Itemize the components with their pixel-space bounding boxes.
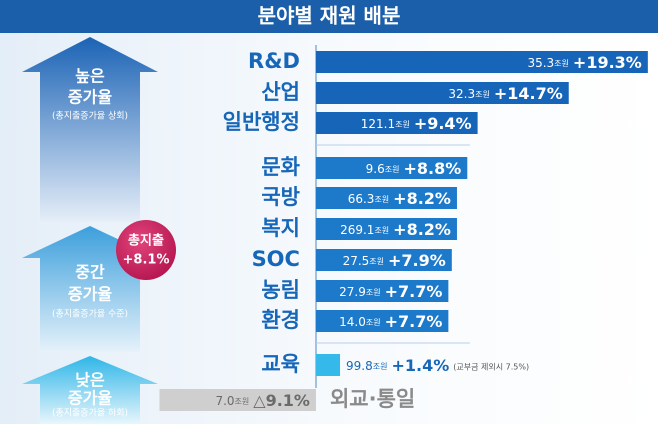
bar: [315, 218, 457, 240]
category-label: SOC: [252, 247, 300, 271]
data-label: 66.3조원 +8.2%: [348, 189, 451, 208]
bar: [315, 112, 478, 134]
amount-label: 99.8: [346, 359, 373, 373]
amount-unit: 조원: [395, 120, 410, 129]
group-label: 중간: [75, 263, 105, 282]
value-label: +19.3%: [573, 53, 642, 72]
bar: [315, 280, 449, 302]
total-circle: [116, 220, 176, 280]
value-label: +9.4%: [414, 114, 472, 133]
value-label: +7.9%: [388, 251, 446, 270]
group-label: 증가율: [68, 389, 112, 408]
category-label: 농림: [261, 278, 300, 302]
group-note: (총지출증가율 하회): [52, 408, 128, 419]
category-label: 문화: [261, 155, 300, 179]
bar: [315, 310, 449, 332]
bar: [159, 389, 316, 411]
category-label: 교육: [261, 352, 300, 376]
value-label: +7.7%: [385, 312, 443, 331]
amount-label: 27.9: [339, 285, 366, 299]
value-label: +14.7%: [494, 84, 563, 103]
data-label: 9.6조원 +8.8%: [366, 159, 462, 178]
value-label: +7.7%: [385, 282, 443, 301]
amount-label: 14.0: [339, 315, 366, 329]
data-label: 269.1조원 +8.2%: [340, 220, 451, 239]
amount-label: 269.1: [340, 223, 374, 237]
bar: [315, 51, 648, 73]
arrow-high: [22, 37, 158, 222]
total-value: +8.1%: [123, 253, 170, 268]
amount-unit: 조원: [374, 226, 389, 235]
category-label: 외교·통일: [330, 387, 415, 411]
value-label: +1.4%: [391, 356, 449, 375]
data-label: 14.0조원 +7.7%: [339, 312, 442, 331]
category-label: R&D: [248, 49, 300, 73]
category-label: 국방: [261, 185, 300, 209]
amount-label: 121.1: [361, 117, 395, 131]
data-label: 99.8조원 +1.4%: [346, 356, 449, 375]
amount-unit: 조원: [475, 90, 490, 99]
group-label: 낮은: [75, 371, 105, 390]
data-label: 7.0조원 △9.1%: [215, 391, 310, 410]
amount-unit: 조원: [366, 318, 381, 327]
amount-unit: 조원: [373, 362, 388, 371]
value-label: +8.2%: [393, 189, 451, 208]
data-label: 27.9조원 +7.7%: [339, 282, 442, 301]
data-label: 32.3조원 +14.7%: [448, 84, 562, 103]
bar: [315, 82, 569, 104]
bar: [315, 354, 341, 376]
amount-unit: 조원: [369, 257, 384, 266]
group-label: 증가율: [68, 285, 112, 304]
amount-label: 9.6: [366, 162, 385, 176]
amount-unit: 조원: [374, 195, 389, 204]
amount-label: 27.5: [343, 254, 370, 268]
group-note: (총지출증가율 수준): [52, 309, 128, 320]
chart-title: 분야별 재원 배분: [258, 4, 401, 28]
amount-unit: 조원: [235, 397, 250, 406]
category-label: 산업: [261, 80, 300, 104]
value-label: +8.2%: [393, 220, 451, 239]
data-label: 27.5조원 +7.9%: [343, 251, 446, 270]
data-label: 35.3조원 +19.3%: [527, 53, 641, 72]
amount-unit: 조원: [385, 165, 400, 174]
bar: [315, 157, 468, 179]
category-label: 환경: [261, 308, 300, 332]
note: (교부금 제외시 7.5%): [453, 362, 529, 372]
amount-label: 7.0: [215, 394, 234, 408]
data-label: 121.1조원 +9.4%: [361, 114, 472, 133]
group-note: (총지출증가율 상회): [52, 111, 128, 122]
total-label: 총지출: [128, 233, 164, 249]
arrow-low: [22, 356, 158, 424]
amount-unit: 조원: [554, 59, 569, 68]
amount-label: 35.3: [527, 56, 554, 70]
amount-unit: 조원: [366, 288, 381, 297]
bar: [315, 187, 457, 209]
category-label: 복지: [261, 216, 300, 240]
amount-label: 32.3: [448, 87, 475, 101]
group-label: 높은: [75, 67, 105, 86]
group-label: 증가율: [68, 88, 112, 107]
amount-label: 66.3: [348, 192, 375, 206]
bar: [315, 249, 452, 271]
value-label: +8.8%: [404, 159, 462, 178]
value-label: △9.1%: [253, 391, 310, 410]
title-bar: [0, 0, 658, 33]
category-label: 일반행정: [223, 110, 300, 134]
